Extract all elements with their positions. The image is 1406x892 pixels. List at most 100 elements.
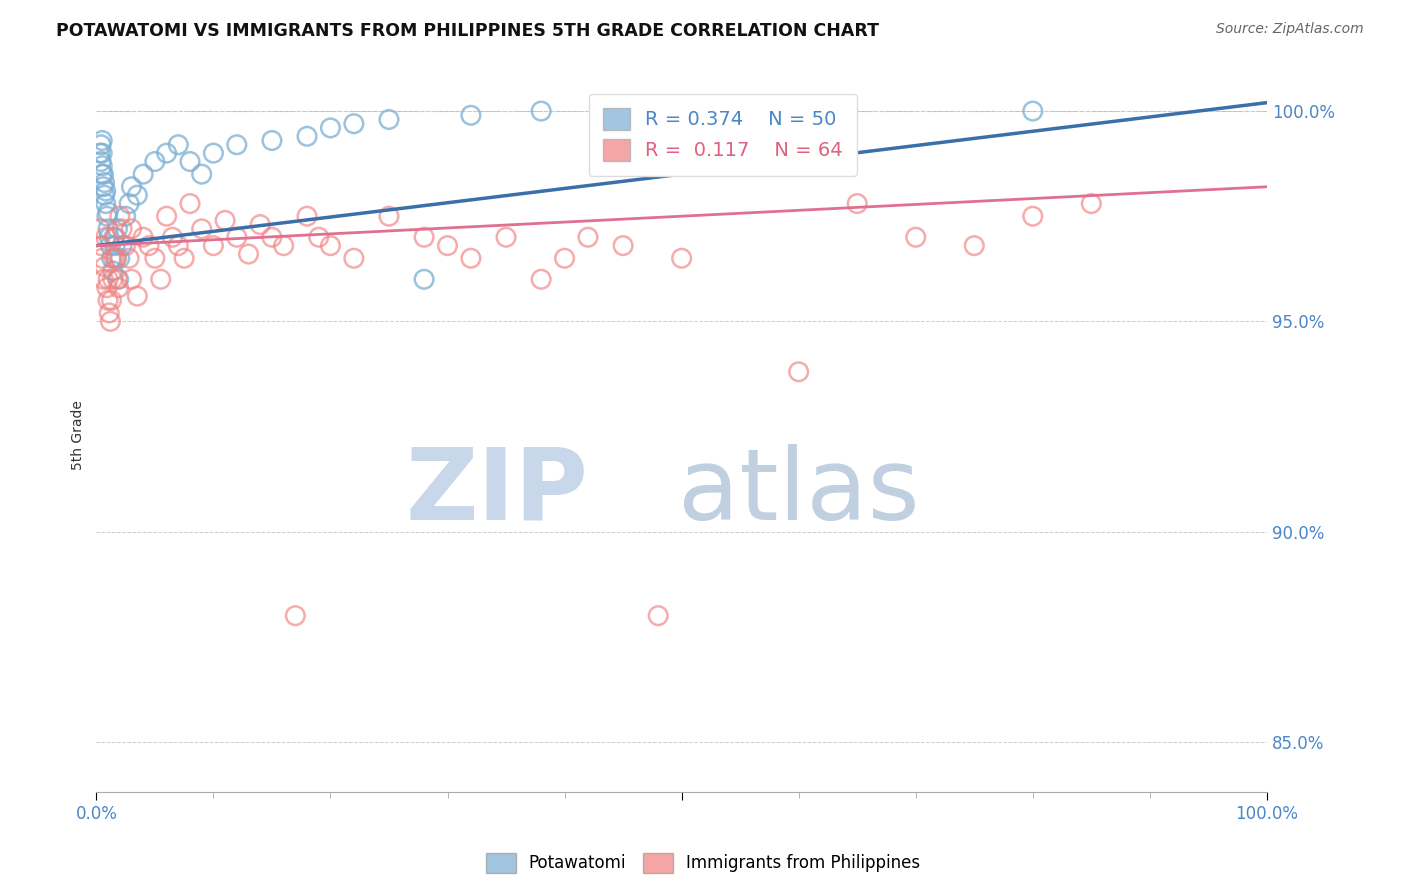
Point	[89, 146, 111, 161]
Point	[149, 272, 172, 286]
Point	[100, 314, 122, 328]
Point	[155, 146, 177, 161]
Point	[108, 252, 131, 266]
Point	[319, 120, 342, 135]
Point	[111, 222, 134, 236]
Point	[260, 230, 283, 244]
Point	[413, 230, 436, 244]
Point	[97, 205, 120, 219]
Point	[118, 196, 141, 211]
Point	[100, 252, 122, 266]
Point	[173, 252, 195, 266]
Point	[249, 218, 271, 232]
Point	[91, 134, 114, 148]
Point	[904, 230, 927, 244]
Point	[94, 184, 117, 198]
Point	[114, 238, 136, 252]
Point	[100, 238, 122, 252]
Point	[138, 238, 160, 252]
Point	[121, 179, 143, 194]
Point	[143, 154, 166, 169]
Point	[127, 289, 149, 303]
Point	[98, 306, 121, 320]
Point	[308, 230, 330, 244]
Point	[91, 146, 114, 161]
Point	[103, 252, 125, 266]
Point	[1080, 196, 1102, 211]
Point	[787, 365, 810, 379]
Text: ZIP: ZIP	[405, 443, 588, 541]
Point	[90, 154, 112, 169]
Point	[787, 104, 810, 119]
Point	[554, 252, 576, 266]
Point	[97, 222, 120, 236]
Text: Source: ZipAtlas.com: Source: ZipAtlas.com	[1216, 22, 1364, 37]
Point	[100, 293, 122, 308]
Point	[105, 252, 128, 266]
Point	[121, 222, 143, 236]
Point	[214, 213, 236, 227]
Point	[91, 252, 114, 266]
Point	[93, 188, 115, 202]
Point	[91, 167, 114, 181]
Point	[104, 230, 127, 244]
Point	[295, 209, 318, 223]
Point	[107, 272, 129, 286]
Point	[114, 209, 136, 223]
Point	[132, 167, 155, 181]
Point	[94, 196, 117, 211]
Point	[495, 230, 517, 244]
Point	[127, 188, 149, 202]
Point	[343, 117, 366, 131]
Point	[121, 272, 143, 286]
Point	[155, 209, 177, 223]
Point	[93, 167, 115, 181]
Text: atlas: atlas	[678, 443, 920, 541]
Point	[647, 608, 669, 623]
Point	[1022, 104, 1045, 119]
Point	[93, 260, 115, 274]
Point	[108, 209, 131, 223]
Point	[190, 167, 212, 181]
Point	[378, 209, 401, 223]
Point	[97, 293, 120, 308]
Point	[319, 238, 342, 252]
Point	[179, 154, 201, 169]
Point	[436, 238, 458, 252]
Point	[118, 252, 141, 266]
Point	[105, 252, 128, 266]
Point	[93, 272, 115, 286]
Point	[90, 137, 112, 152]
Point	[378, 112, 401, 127]
Point	[132, 230, 155, 244]
Point	[107, 222, 129, 236]
Point	[260, 134, 283, 148]
Point	[96, 209, 118, 223]
Y-axis label: 5th Grade: 5th Grade	[72, 400, 86, 470]
Point	[179, 196, 201, 211]
Point	[225, 230, 247, 244]
Point	[612, 238, 634, 252]
Point	[143, 252, 166, 266]
Text: POTAWATOMI VS IMMIGRANTS FROM PHILIPPINES 5TH GRADE CORRELATION CHART: POTAWATOMI VS IMMIGRANTS FROM PHILIPPINE…	[56, 22, 879, 40]
Point	[295, 129, 318, 144]
Point	[460, 252, 482, 266]
Point	[162, 230, 184, 244]
Point	[963, 238, 986, 252]
Point	[284, 608, 307, 623]
Point	[101, 272, 124, 286]
Point	[238, 247, 260, 261]
Point	[530, 272, 553, 286]
Point	[671, 252, 693, 266]
Point	[97, 272, 120, 286]
Point	[576, 230, 599, 244]
Point	[225, 137, 247, 152]
Point	[167, 137, 190, 152]
Point	[107, 272, 129, 286]
Legend: Potawatomi, Immigrants from Philippines: Potawatomi, Immigrants from Philippines	[479, 847, 927, 880]
Point	[93, 179, 115, 194]
Point	[98, 230, 121, 244]
Point	[96, 281, 118, 295]
Point	[89, 222, 111, 236]
Point	[93, 176, 115, 190]
